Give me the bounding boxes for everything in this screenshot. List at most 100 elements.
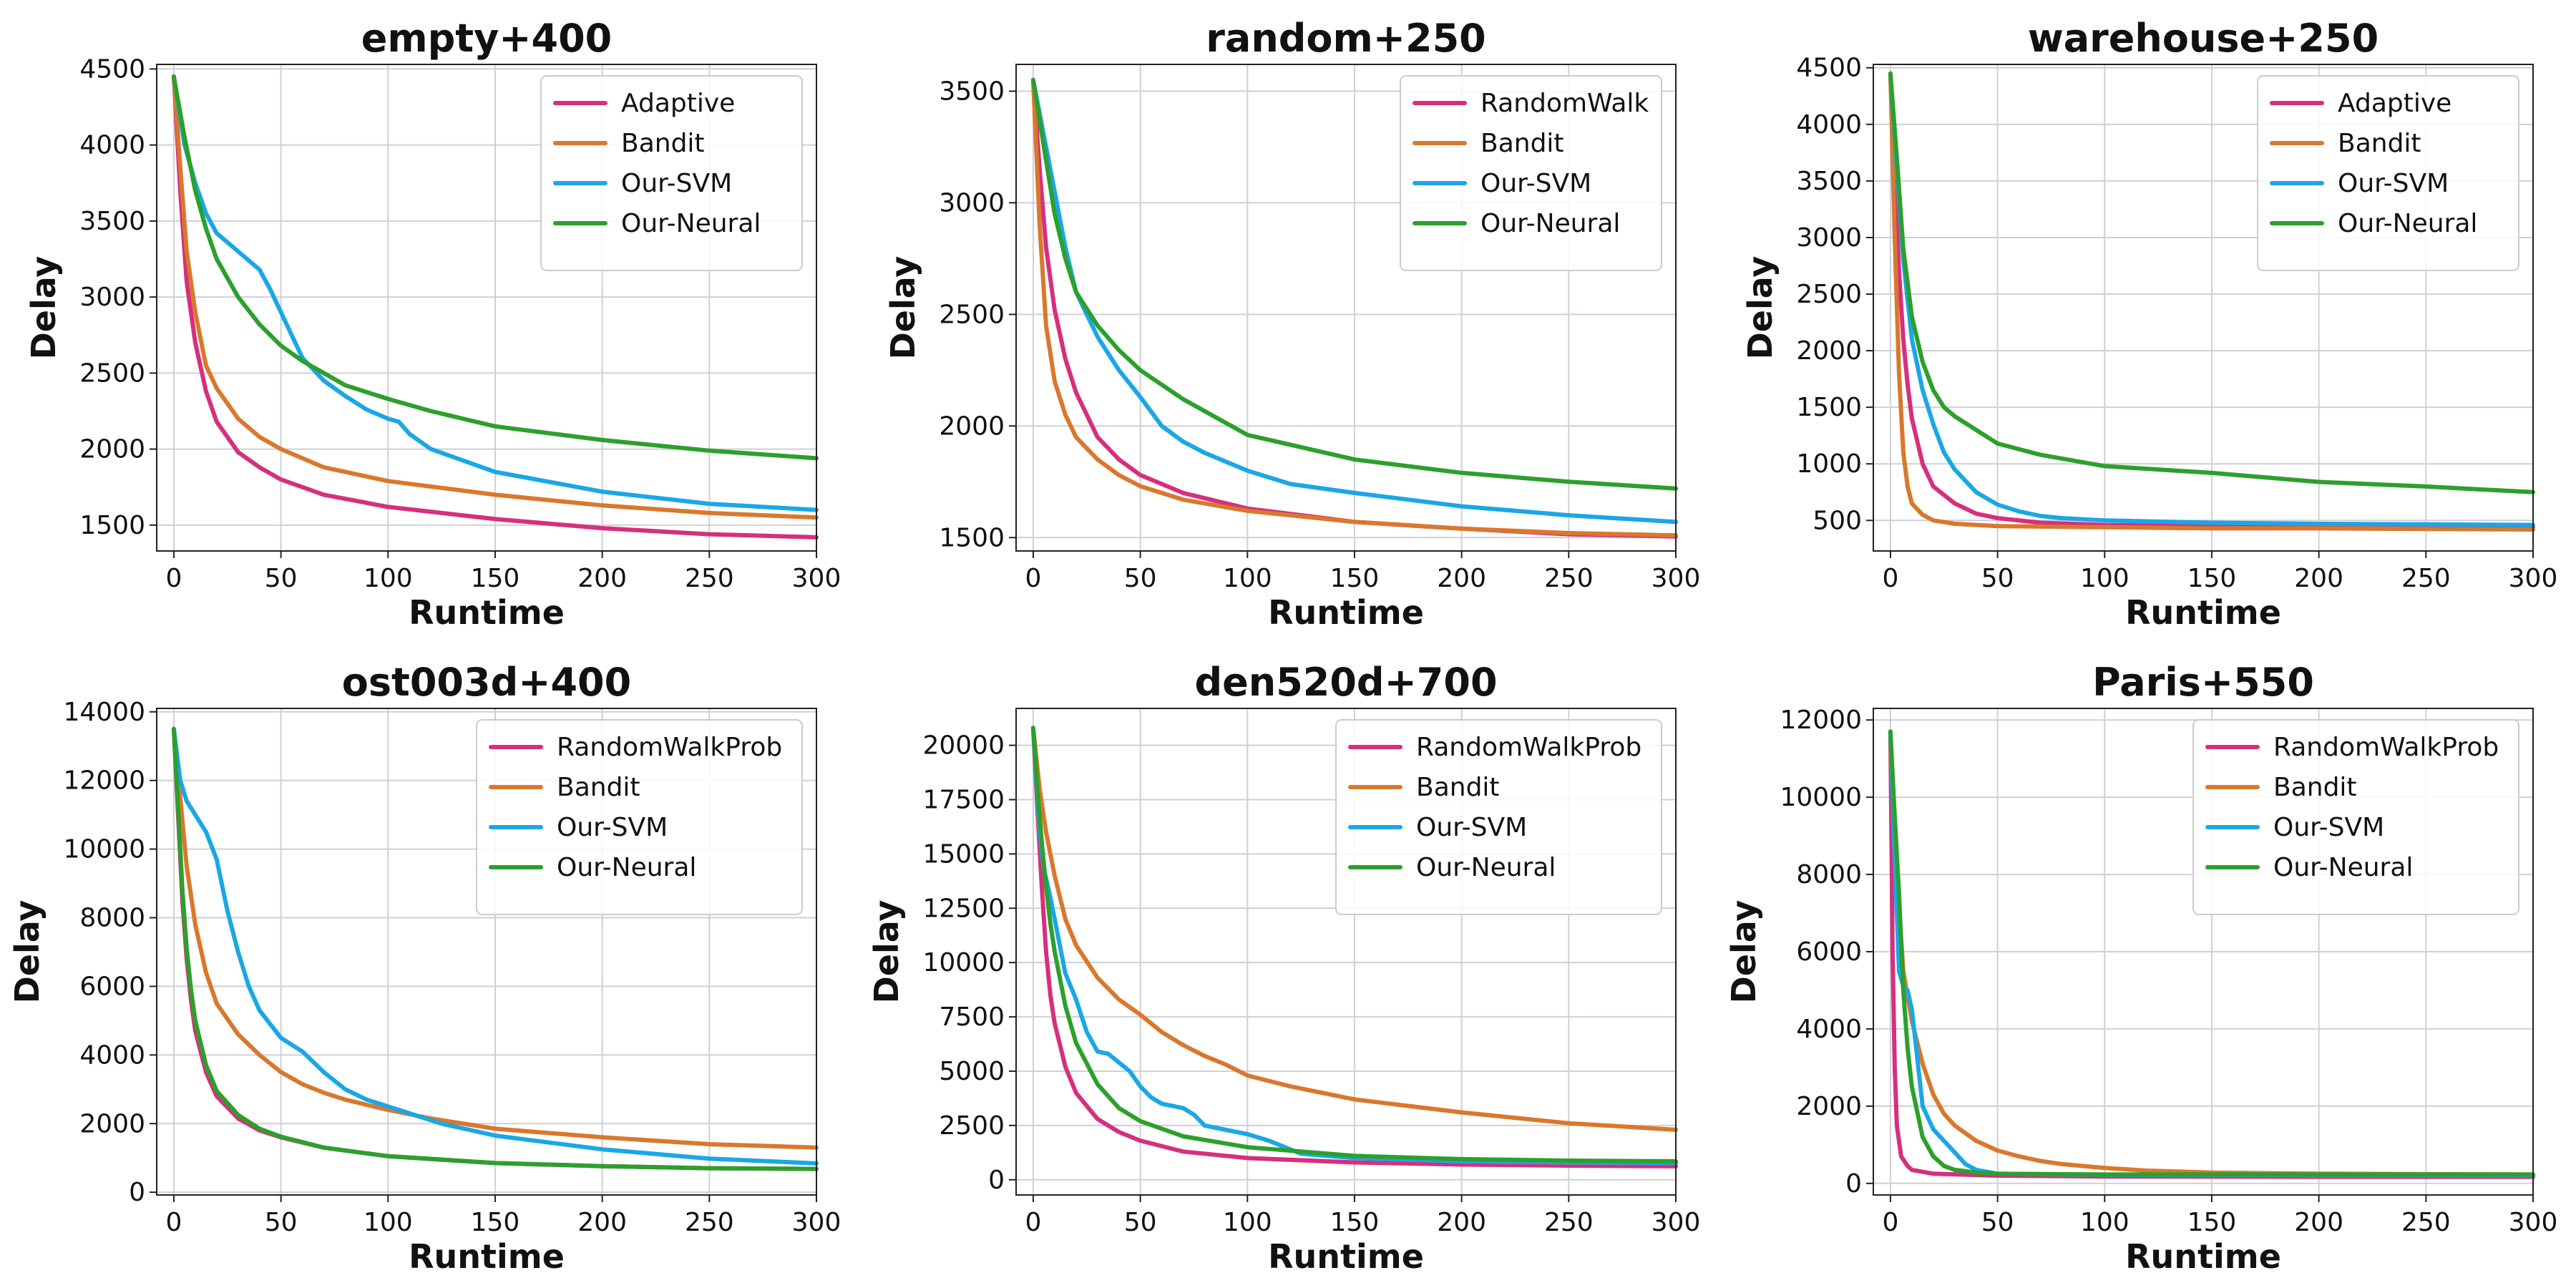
y-tick-label: 17500 (922, 786, 1005, 815)
y-tick-label: 8000 (79, 904, 145, 933)
legend: Adaptive Bandit Our-SVM Our-Neural (2257, 75, 2519, 271)
x-tick-label: 300 (1652, 1208, 1701, 1237)
y-tick-label: 4500 (1796, 54, 1862, 83)
series-line-our-neural (171, 726, 819, 1171)
legend-label: RandomWalkProb (557, 733, 782, 762)
x-axis-label: Runtime (2125, 1237, 2281, 1276)
y-tick-label: 2000 (1796, 1092, 1862, 1121)
y-tick-label: 12500 (922, 894, 1005, 923)
x-tick-label: 0 (165, 1208, 182, 1237)
y-axis-label: Delay (1724, 900, 1763, 1004)
x-tick-label: 50 (1981, 564, 2014, 593)
legend-box (1335, 719, 1662, 915)
legend-label: Our-Neural (2338, 209, 2477, 238)
x-tick-label: 100 (1223, 1208, 1272, 1237)
y-tick-label: 3000 (939, 188, 1005, 218)
y-tick-label: 3500 (1796, 167, 1862, 196)
series-line-bandit (1888, 71, 2535, 532)
x-tick-label: 300 (2509, 564, 2558, 593)
series-line-our-neural (1030, 77, 1678, 491)
x-tick-label: 150 (2187, 564, 2237, 593)
x-tick-label: 50 (1124, 1208, 1157, 1237)
legend-label: Our-SVM (1480, 169, 1591, 198)
series-line-our-neural (1888, 71, 2535, 494)
legend-label: Adaptive (2338, 89, 2451, 118)
x-tick-label: 250 (1544, 1208, 1594, 1237)
x-tick-label: 300 (2509, 1208, 2558, 1237)
x-tick-label: 50 (265, 1208, 298, 1237)
y-axis-label: Delay (867, 900, 906, 1004)
plot-frame (1015, 708, 1677, 1196)
y-tick-label: 15000 (922, 839, 1005, 869)
chart-title: ost003d+400 (342, 660, 631, 705)
legend: RandomWalkProb Bandit Our-SVM Our-Neural (2192, 719, 2519, 915)
legend-label: Our-Neural (1480, 209, 1620, 238)
y-tick-label: 1500 (79, 511, 145, 540)
y-tick-label: 3500 (79, 207, 145, 236)
x-tick-label: 300 (792, 564, 841, 593)
y-tick-label: 0 (129, 1178, 145, 1207)
x-tick-label: 100 (364, 564, 413, 593)
plot-frame (1015, 64, 1677, 552)
x-tick-label: 50 (1981, 1208, 2014, 1237)
x-tick-label: 0 (1882, 564, 1898, 593)
x-tick-label: 250 (685, 1208, 734, 1237)
legend-label: Bandit (2338, 129, 2421, 158)
legend-label: Bandit (2273, 773, 2357, 802)
legend-label: Bandit (621, 129, 705, 158)
y-tick-label: 7500 (939, 1002, 1005, 1032)
plot-frame (1873, 64, 2534, 552)
y-tick-label: 12000 (63, 766, 145, 796)
series-line-bandit (171, 74, 819, 520)
legend: RandomWalkProb Bandit Our-SVM Our-Neural (1335, 719, 1662, 915)
y-tick-label: 6000 (1796, 937, 1862, 967)
x-tick-label: 50 (265, 564, 298, 593)
x-tick-label: 50 (1124, 564, 1157, 593)
x-tick-label: 300 (792, 1208, 841, 1237)
y-tick-label: 2500 (939, 300, 1005, 329)
legend-label: Bandit (1416, 773, 1500, 802)
y-tick-label: 2500 (79, 358, 145, 388)
series-line-our-neural (171, 74, 819, 461)
y-tick-label: 4500 (79, 54, 145, 84)
x-tick-label: 200 (1437, 1208, 1486, 1237)
x-tick-label: 250 (685, 564, 734, 593)
legend-label: RandomWalk (1480, 89, 1649, 118)
legend-label: Bandit (1480, 129, 1564, 158)
legend-box (2192, 719, 2519, 915)
chart-title: warehouse+250 (2028, 16, 2379, 61)
x-axis-label: Runtime (1268, 593, 1424, 632)
x-tick-label: 0 (1882, 1208, 1898, 1237)
chart-panel-0: 0 50 100 150 200 250 300 1500 2000 2500 3000 3500 40… (24, 16, 841, 632)
y-tick-label: 12000 (1780, 706, 1862, 735)
chart-panel-4: 0 50 100 150 200 250 300 0 2500 5000 7500 10000 1250… (867, 660, 1700, 1276)
y-tick-label: 4000 (79, 1040, 145, 1070)
chart-panel-3: 0 50 100 150 200 250 300 0 2000 4000 6000 8000 10000… (8, 660, 841, 1276)
legend-label: Our-SVM (1416, 813, 1527, 842)
legend-label: Our-Neural (1416, 853, 1556, 882)
y-tick-label: 3000 (1796, 223, 1862, 253)
x-tick-label: 0 (1025, 564, 1041, 593)
legend-label: Our-SVM (2273, 813, 2384, 842)
y-tick-label: 0 (1845, 1169, 1862, 1199)
series-line-our-svm (171, 74, 819, 512)
x-axis-label: Runtime (2125, 593, 2281, 632)
y-tick-label: 10000 (922, 948, 1005, 977)
y-axis-label: Delay (884, 256, 922, 360)
series-line-our-svm (171, 726, 819, 1166)
legend-label: Our-SVM (2338, 169, 2449, 198)
x-tick-label: 150 (1330, 564, 1380, 593)
series-line-bandit (1030, 77, 1678, 538)
y-tick-label: 1000 (1796, 449, 1862, 479)
series-line-our-svm (1888, 71, 2535, 527)
y-tick-label: 500 (1813, 506, 1862, 535)
legend-label: Adaptive (621, 89, 735, 118)
legend-label: RandomWalkProb (2273, 733, 2499, 762)
legend-box (476, 719, 803, 915)
chart-title: empty+400 (361, 16, 613, 61)
x-tick-label: 200 (577, 1208, 627, 1237)
y-axis-label: Delay (1741, 256, 1780, 360)
chart-title: random+250 (1206, 16, 1486, 61)
y-tick-label: 3000 (79, 283, 145, 312)
